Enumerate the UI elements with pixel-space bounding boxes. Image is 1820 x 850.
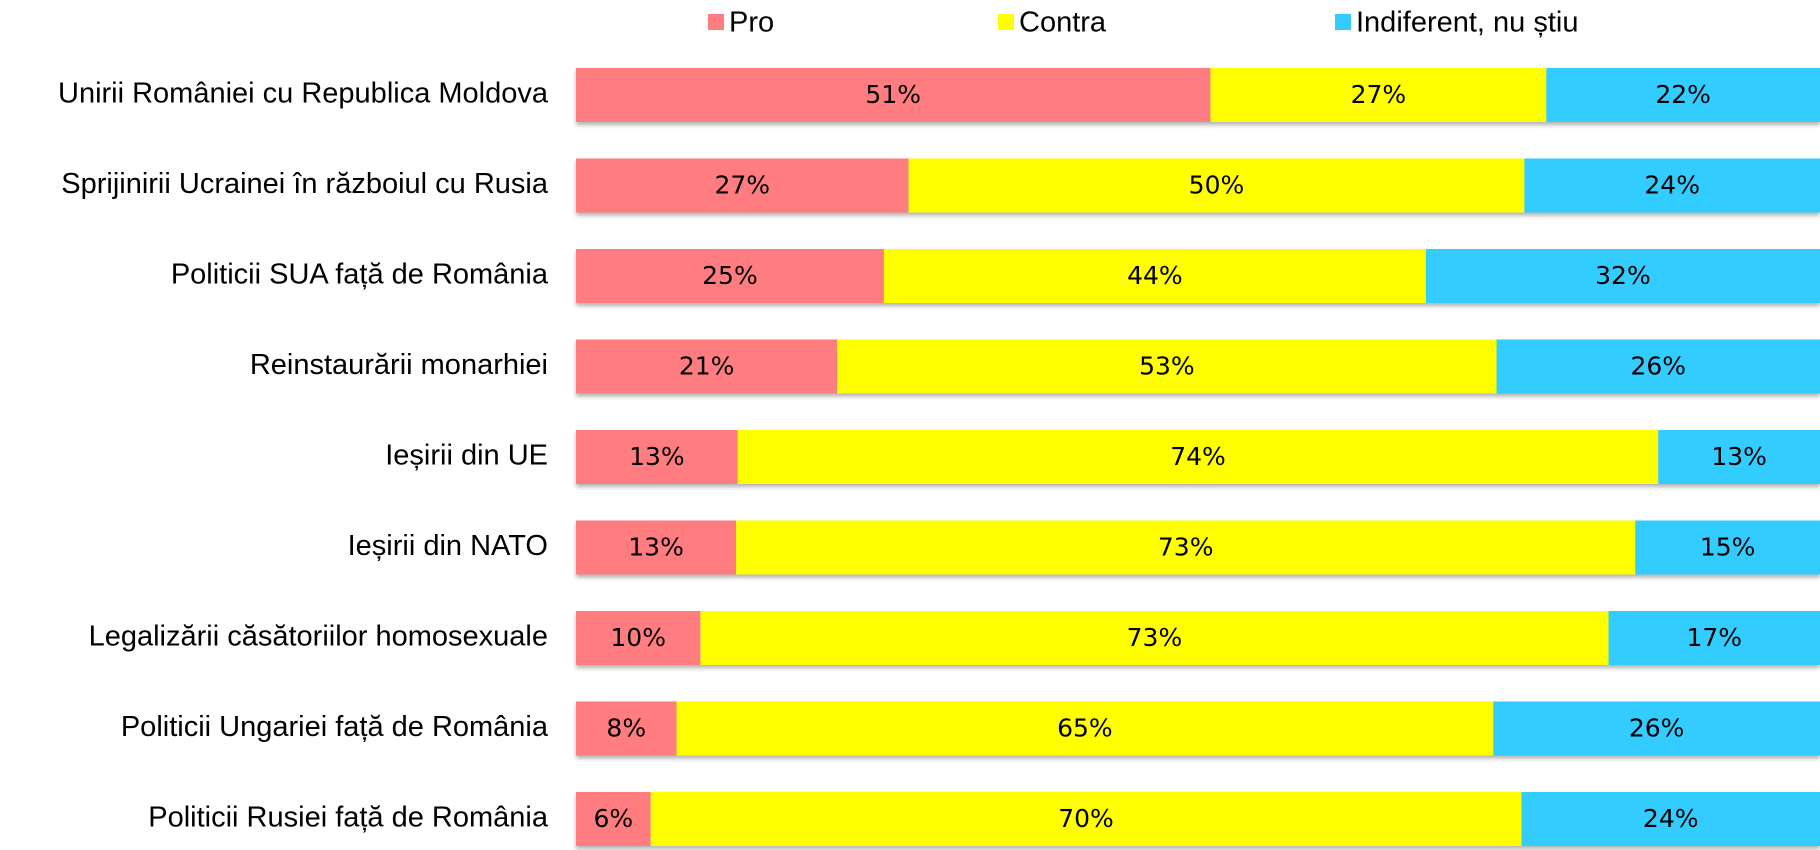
legend-label: Pro [729, 7, 774, 39]
category-label: Sprijinirii Ucrainei în războiul cu Rusi… [61, 168, 549, 200]
category-label: Legalizării căsătoriilor homosexuale [89, 621, 548, 653]
value-label: 25% [702, 261, 758, 290]
value-label: 51% [865, 80, 921, 109]
value-label: 44% [1127, 261, 1183, 290]
value-label: 17% [1686, 623, 1742, 652]
bar-row [576, 611, 1820, 665]
value-label: 26% [1629, 714, 1685, 743]
category-label: Politicii Ungariei față de România [121, 711, 549, 743]
chart: Pro Contra Indiferent, nu știu Unirii Român… [0, 0, 1820, 850]
value-label: 13% [629, 442, 685, 471]
category-label: Ieșirii din UE [385, 440, 548, 472]
value-label: 74% [1170, 442, 1226, 471]
value-label: 32% [1595, 261, 1651, 290]
legend-label: Indiferent, nu știu [1356, 7, 1578, 39]
bar-row [576, 68, 1820, 122]
bar-row [576, 792, 1820, 846]
value-label: 27% [714, 171, 770, 200]
category-label: Reinstaurării monarhiei [250, 349, 548, 381]
value-label: 24% [1644, 171, 1700, 200]
value-label: 73% [1158, 533, 1214, 562]
value-label: 13% [628, 533, 684, 562]
legend-swatch [1335, 14, 1351, 30]
legend-label: Contra [1019, 7, 1107, 39]
category-label: Ieșirii din NATO [348, 530, 548, 562]
legend-swatch [998, 14, 1014, 30]
value-label: 10% [610, 623, 666, 652]
value-label: 22% [1655, 80, 1711, 109]
category-label: Unirii României cu Republica Moldova [58, 78, 549, 110]
value-label: 21% [679, 352, 735, 381]
value-label: 27% [1351, 80, 1407, 109]
value-label: 65% [1057, 714, 1113, 743]
category-label: Politicii Rusiei față de România [148, 802, 549, 834]
value-label: 8% [606, 714, 646, 743]
value-label: 15% [1700, 533, 1756, 562]
value-label: 6% [593, 804, 633, 833]
value-label: 50% [1189, 171, 1245, 200]
legend-swatch [708, 14, 724, 30]
value-label: 13% [1711, 442, 1767, 471]
category-label: Politicii SUA față de România [171, 259, 549, 291]
value-label: 70% [1058, 804, 1114, 833]
value-label: 26% [1630, 352, 1686, 381]
value-label: 24% [1643, 804, 1699, 833]
value-label: 53% [1139, 352, 1195, 381]
value-label: 73% [1127, 623, 1183, 652]
